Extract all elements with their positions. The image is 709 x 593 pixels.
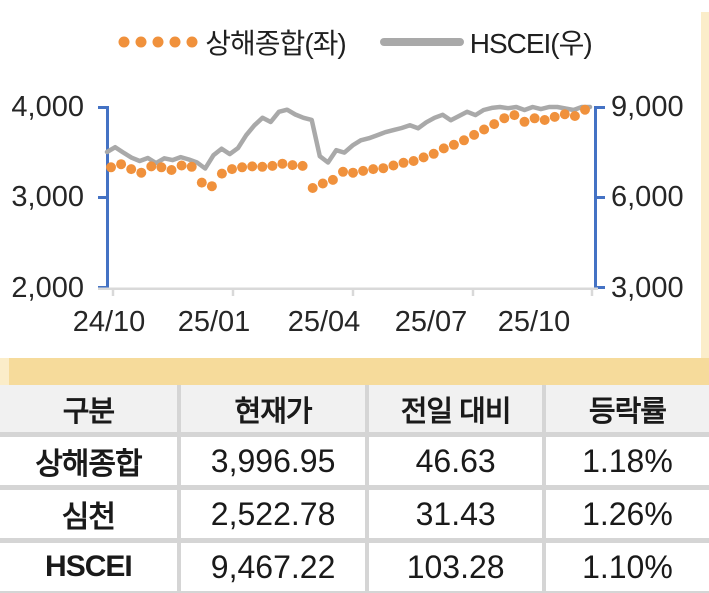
header-category: 구분 [0, 385, 181, 437]
right-value-axis [594, 106, 605, 289]
gray-line-swatch-icon [379, 38, 464, 46]
cell-category: 심천 [0, 490, 181, 543]
index-line-chart: 4,000 3,000 2,000 9,000 6,000 3,000 24/1… [11, 91, 684, 338]
x-axis-tick: 25/07 [395, 306, 468, 338]
left-axis-tick: 4,000 [11, 91, 84, 123]
legend-item-hscei: HSCEI(우) [379, 22, 593, 62]
index-summary-table: 구분 현재가 전일 대비 등락률 상해종합 3,996.95 46.63 1.1… [0, 358, 709, 593]
right-axis-tick: 3,000 [611, 272, 684, 304]
header-price: 현재가 [180, 385, 370, 437]
cell-pct: 1.18% [545, 437, 709, 490]
x-axis [98, 287, 598, 296]
cell-change: 31.43 [369, 490, 546, 543]
x-axis-tick: 25/01 [178, 306, 251, 338]
cell-change: 103.28 [369, 543, 546, 593]
table-top-accent-bar-light [0, 358, 9, 385]
right-axis-tick: 9,000 [611, 91, 684, 123]
legend-label-hscei: HSCEI(우) [469, 28, 593, 59]
cell-category: 상해종합 [0, 437, 181, 490]
cell-price: 2,522.78 [180, 490, 370, 543]
x-axis-tick: 25/10 [498, 306, 571, 338]
cell-pct: 1.26% [545, 490, 709, 543]
x-axis-tick: 25/04 [288, 306, 361, 338]
cell-price: 3,996.95 [180, 437, 370, 490]
hscei-line [104, 104, 593, 171]
cell-price: 9,467.22 [180, 543, 370, 593]
left-value-axis [98, 106, 109, 289]
table-top-accent-bar [0, 358, 709, 385]
shanghai-dots [106, 104, 590, 193]
cell-category: HSCEI [0, 543, 181, 593]
cell-pct: 1.10% [545, 543, 709, 593]
chart-legend: 상해종합(좌) HSCEI(우) [0, 22, 709, 62]
left-axis-tick: 3,000 [11, 181, 84, 213]
x-axis-tick: 24/10 [73, 306, 146, 338]
index-chart-card: 4,000 3,000 2,000 9,000 6,000 3,000 24/1… [0, 12, 709, 358]
legend-item-shanghai: 상해종합(좌) [117, 22, 347, 62]
header-change: 전일 대비 [369, 385, 546, 437]
legend-label-shanghai: 상해종합(좌) [205, 28, 346, 59]
header-pct: 등락률 [545, 385, 709, 437]
right-edge-strip [701, 12, 709, 358]
right-axis-tick: 6,000 [611, 181, 684, 213]
left-axis-tick: 2,000 [11, 272, 84, 304]
orange-dots-swatch-icon [118, 36, 198, 48]
cell-change: 46.63 [369, 437, 546, 490]
